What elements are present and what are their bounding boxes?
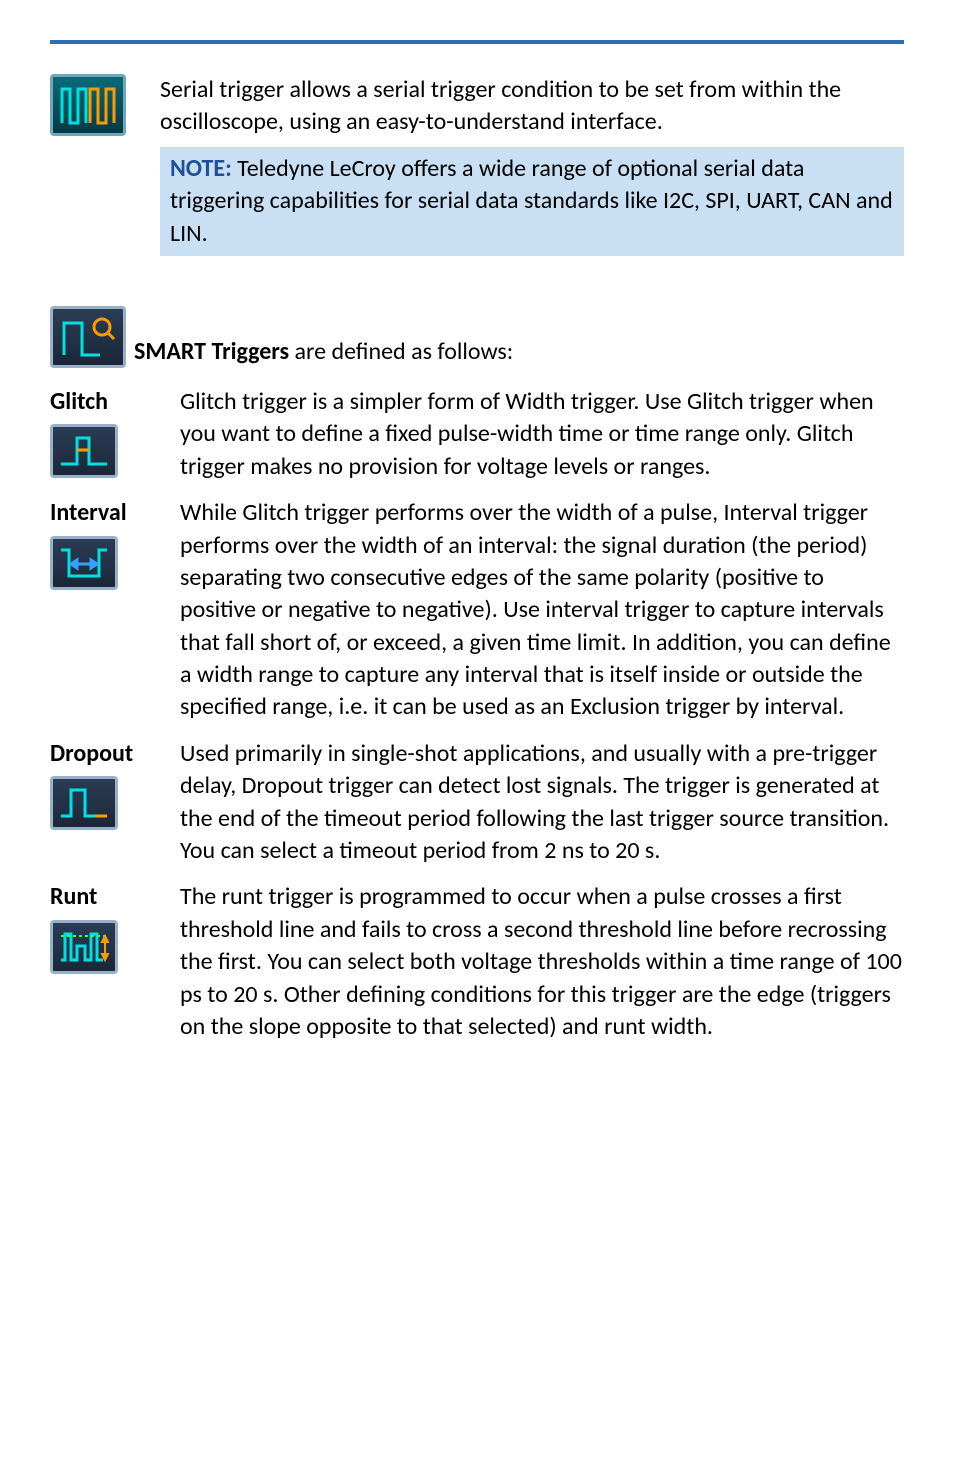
smart-heading-rest: are defined as follows: bbox=[289, 337, 513, 366]
interval-label-cell: Interval bbox=[50, 497, 160, 724]
dropout-icon-svg bbox=[59, 784, 109, 822]
dropout-icon bbox=[50, 776, 118, 830]
serial-text: Serial trigger allows a serial trigger c… bbox=[160, 74, 904, 139]
serial-icon-svg bbox=[60, 83, 116, 127]
smart-icon-svg bbox=[60, 315, 116, 359]
serial-row: Serial trigger allows a serial trigger c… bbox=[50, 74, 904, 139]
glitch-icon bbox=[50, 424, 118, 478]
dropout-text: Used primarily in single-shot applicatio… bbox=[180, 738, 904, 868]
runt-icon-svg bbox=[59, 928, 109, 966]
interval-row: Interval While Glitch trigger performs o… bbox=[50, 497, 904, 724]
glitch-label-cell: Glitch bbox=[50, 386, 160, 483]
serial-icon bbox=[50, 74, 126, 136]
dropout-label: Dropout bbox=[50, 738, 160, 770]
runt-icon bbox=[50, 920, 118, 974]
runt-text: The runt trigger is programmed to occur … bbox=[180, 881, 904, 1043]
dropout-label-cell: Dropout bbox=[50, 738, 160, 868]
glitch-row: Glitch Glitch trigger is a simpler form … bbox=[50, 386, 904, 483]
runt-label: Runt bbox=[50, 881, 160, 913]
glitch-text: Glitch trigger is a simpler form of Widt… bbox=[180, 386, 904, 483]
interval-text: While Glitch trigger performs over the w… bbox=[180, 497, 904, 724]
note-text: Teledyne LeCroy offers a wide range of o… bbox=[170, 154, 893, 248]
interval-icon bbox=[50, 536, 118, 590]
runt-row: Runt The runt trigger is programmed to o… bbox=[50, 881, 904, 1043]
smart-heading-bold: SMART Triggers bbox=[134, 337, 289, 366]
note-label: NOTE: bbox=[170, 154, 232, 183]
top-rule bbox=[50, 40, 904, 44]
glitch-icon-svg bbox=[59, 432, 109, 470]
smart-icon bbox=[50, 306, 126, 368]
smart-heading: SMART Triggers are defined as follows: bbox=[134, 336, 513, 368]
smart-triggers-row: SMART Triggers are defined as follows: bbox=[50, 306, 904, 368]
runt-label-cell: Runt bbox=[50, 881, 160, 1043]
serial-icon-cell bbox=[50, 74, 130, 139]
dropout-row: Dropout Used primarily in single-shot ap… bbox=[50, 738, 904, 868]
interval-label: Interval bbox=[50, 497, 160, 529]
glitch-label: Glitch bbox=[50, 386, 160, 418]
note-box: NOTE: Teledyne LeCroy offers a wide rang… bbox=[160, 147, 904, 256]
interval-icon-svg bbox=[59, 544, 109, 582]
